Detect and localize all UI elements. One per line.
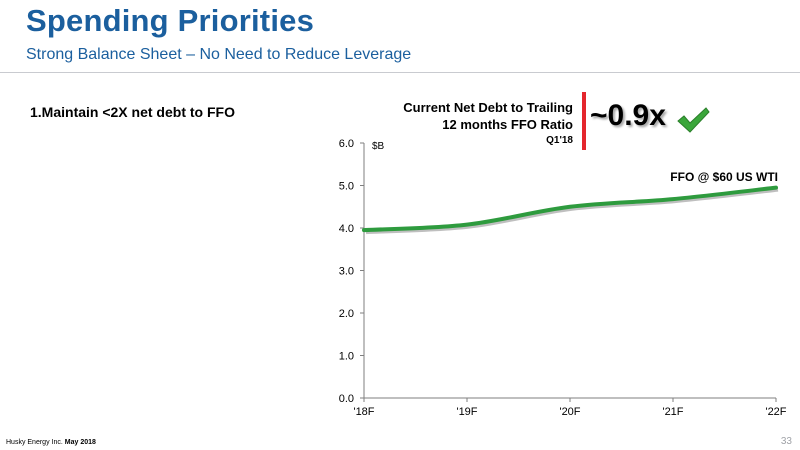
page-title: Spending Priorities [26,3,315,38]
x-tick-label: '20F [559,406,580,418]
chart-ticks: 0.0 1.0 2.0 3.0 4.0 5.0 6.0 '18F '19F '20F '21F '22… [339,138,787,418]
footer-company: Husky Energy Inc. [6,439,63,446]
y-tick-label: 4.0 [339,223,354,235]
ratio-value: ~0.9x [590,99,666,132]
y-tick-label: 0.0 [339,393,354,405]
page-number: 33 [780,436,792,447]
x-tick-label: '18F [353,406,374,418]
accent-bar [582,92,586,150]
y-tick-label: 1.0 [339,351,354,363]
callout-line-2: 12 months FFO Ratio [442,117,573,132]
y-tick-label: 2.0 [339,308,354,320]
check-icon [677,107,710,133]
page-subtitle: Strong Balance Sheet – No Need to Reduce… [26,46,412,63]
footer-date: May 2018 [64,439,96,446]
series-line-shadow [365,187,779,235]
footer: Husky Energy Inc. May 2018 [6,439,96,446]
ratio-callout: Current Net Debt to Trailing 12 months F… [403,99,573,148]
y-tick-label: 3.0 [339,266,354,278]
x-tick-label: '19F [456,406,477,418]
callout-period: Q1'18 [546,135,573,146]
y-axis-unit-label: $B [372,141,385,152]
chart-series [362,185,779,235]
series-label: FFO @ $60 US WTI [670,170,778,184]
priority-item: 1.Maintain <2X net debt to FFO [30,104,235,120]
callout-line-1: Current Net Debt to Trailing [403,100,573,115]
title-divider [0,72,800,73]
y-tick-label: 5.0 [339,181,354,193]
x-tick-label: '22F [765,406,786,418]
x-tick-label: '21F [662,406,683,418]
y-tick-label: 6.0 [339,138,354,150]
